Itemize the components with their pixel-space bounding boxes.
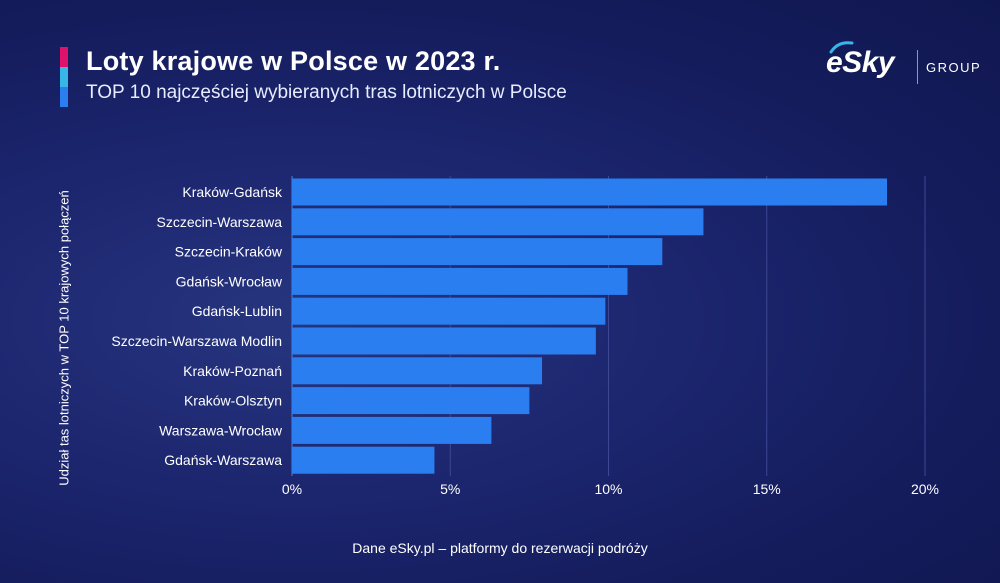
- bar: [292, 387, 530, 415]
- category-label: Kraków-Poznań: [183, 363, 282, 379]
- bar: [292, 327, 596, 355]
- bar: [292, 238, 663, 266]
- logo-divider: [917, 50, 918, 84]
- bar: [292, 208, 704, 236]
- bar: [292, 416, 492, 444]
- category-label: Gdańsk-Lublin: [192, 303, 282, 319]
- chart-title: Loty krajowe w Polsce w 2023 r.: [86, 46, 501, 76]
- chart-subtitle: TOP 10 najczęściej wybieranych tras lotn…: [86, 82, 567, 103]
- category-label: Szczecin-Warszawa Modlin: [111, 333, 282, 349]
- category-label: Szczecin-Kraków: [175, 244, 283, 260]
- x-tick-label: 20%: [911, 481, 939, 497]
- category-label: Gdańsk-Wrocław: [176, 273, 283, 289]
- bar: [292, 357, 543, 385]
- bar: [292, 178, 888, 206]
- bar: [292, 446, 435, 474]
- bar: [292, 267, 628, 295]
- bar: [292, 297, 606, 325]
- accent-bar-cyan: [60, 67, 68, 87]
- category-label: Kraków-Olsztyn: [184, 393, 282, 409]
- accent-bar-pink: [60, 47, 68, 67]
- accent-bar-blue: [60, 87, 68, 107]
- category-label: Kraków-Gdańsk: [182, 184, 283, 200]
- x-tick-label: 15%: [753, 481, 781, 497]
- logo-brand: eSky: [826, 46, 895, 79]
- x-tick-label: 5%: [440, 481, 460, 497]
- source-note: Dane eSky.pl – platformy do rezerwacji p…: [352, 540, 648, 556]
- logo-group-text: GROUP: [926, 60, 982, 75]
- category-label: Warszawa-Wrocław: [159, 422, 283, 438]
- x-tick-label: 10%: [594, 481, 622, 497]
- category-label: Szczecin-Warszawa: [156, 214, 282, 230]
- category-label: Gdańsk-Warszawa: [164, 452, 282, 468]
- x-tick-label: 0%: [282, 481, 302, 497]
- logo-arc-icon: [829, 41, 854, 54]
